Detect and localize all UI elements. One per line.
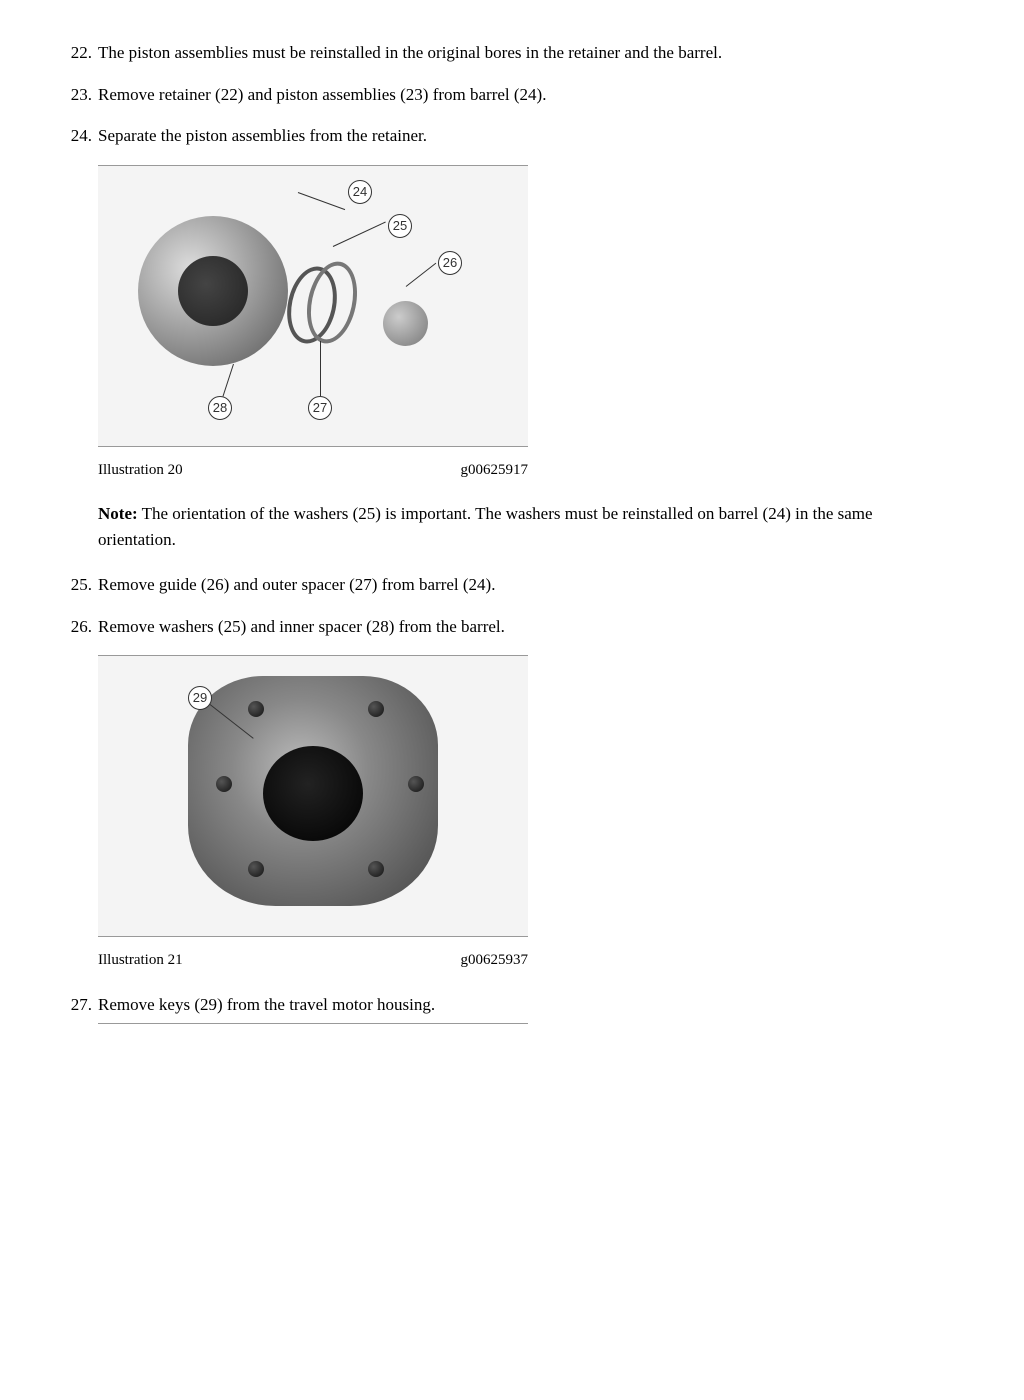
step-27-text: Remove keys (29) from the travel motor h… bbox=[98, 992, 964, 1018]
step-27: 27. Remove keys (29) from the travel mot… bbox=[60, 992, 964, 1018]
callout-27: 27 bbox=[308, 396, 332, 420]
figure-21-caption: Illustration 21 g00625937 bbox=[98, 949, 528, 972]
note-text: The orientation of the washers (25) is i… bbox=[98, 504, 873, 549]
step-26-text: Remove washers (25) and inner spacer (28… bbox=[98, 614, 964, 640]
step-25: 25. Remove guide (26) and outer spacer (… bbox=[60, 572, 964, 598]
step-22-num: 22. bbox=[60, 40, 98, 66]
callout-26: 26 bbox=[438, 251, 462, 275]
step-26: 26. Remove washers (25) and inner spacer… bbox=[60, 614, 964, 640]
callout-28: 28 bbox=[208, 396, 232, 420]
step-27-num: 27. bbox=[60, 992, 98, 1018]
step-24-text: Separate the piston assemblies from the … bbox=[98, 123, 964, 149]
callout-29: 29 bbox=[188, 686, 212, 710]
step-23-text: Remove retainer (22) and piston assembli… bbox=[98, 82, 964, 108]
callout-25: 25 bbox=[388, 214, 412, 238]
figure-20-label: Illustration 20 bbox=[98, 459, 183, 482]
figure-20-code: g00625917 bbox=[461, 459, 529, 482]
figure-21-code: g00625937 bbox=[461, 949, 529, 972]
step-23: 23. Remove retainer (22) and piston asse… bbox=[60, 82, 964, 108]
step-23-num: 23. bbox=[60, 82, 98, 108]
figure-20: 24 25 26 27 28 Illustration 20 g00625917 bbox=[98, 165, 964, 482]
step-25-num: 25. bbox=[60, 572, 98, 598]
figure-20-rule-bottom bbox=[98, 446, 528, 447]
note-block: Note: The orientation of the washers (25… bbox=[98, 501, 964, 552]
figure-20-caption: Illustration 20 g00625917 bbox=[98, 459, 528, 482]
callout-24: 24 bbox=[348, 180, 372, 204]
trailing-rule-block bbox=[98, 1023, 964, 1024]
figure-21-image: 29 bbox=[98, 656, 528, 936]
figure-21-rule-bottom bbox=[98, 936, 528, 937]
trailing-rule bbox=[98, 1023, 528, 1024]
figure-21-label: Illustration 21 bbox=[98, 949, 183, 972]
step-22-text: The piston assemblies must be reinstalle… bbox=[98, 40, 964, 66]
figure-20-image: 24 25 26 27 28 bbox=[98, 166, 528, 446]
step-25-text: Remove guide (26) and outer spacer (27) … bbox=[98, 572, 964, 598]
step-24-num: 24. bbox=[60, 123, 98, 149]
note-label: Note: bbox=[98, 504, 138, 523]
figure-21: 29 Illustration 21 g00625937 bbox=[98, 655, 964, 972]
step-24: 24. Separate the piston assemblies from … bbox=[60, 123, 964, 149]
step-26-num: 26. bbox=[60, 614, 98, 640]
step-22: 22. The piston assemblies must be reinst… bbox=[60, 40, 964, 66]
